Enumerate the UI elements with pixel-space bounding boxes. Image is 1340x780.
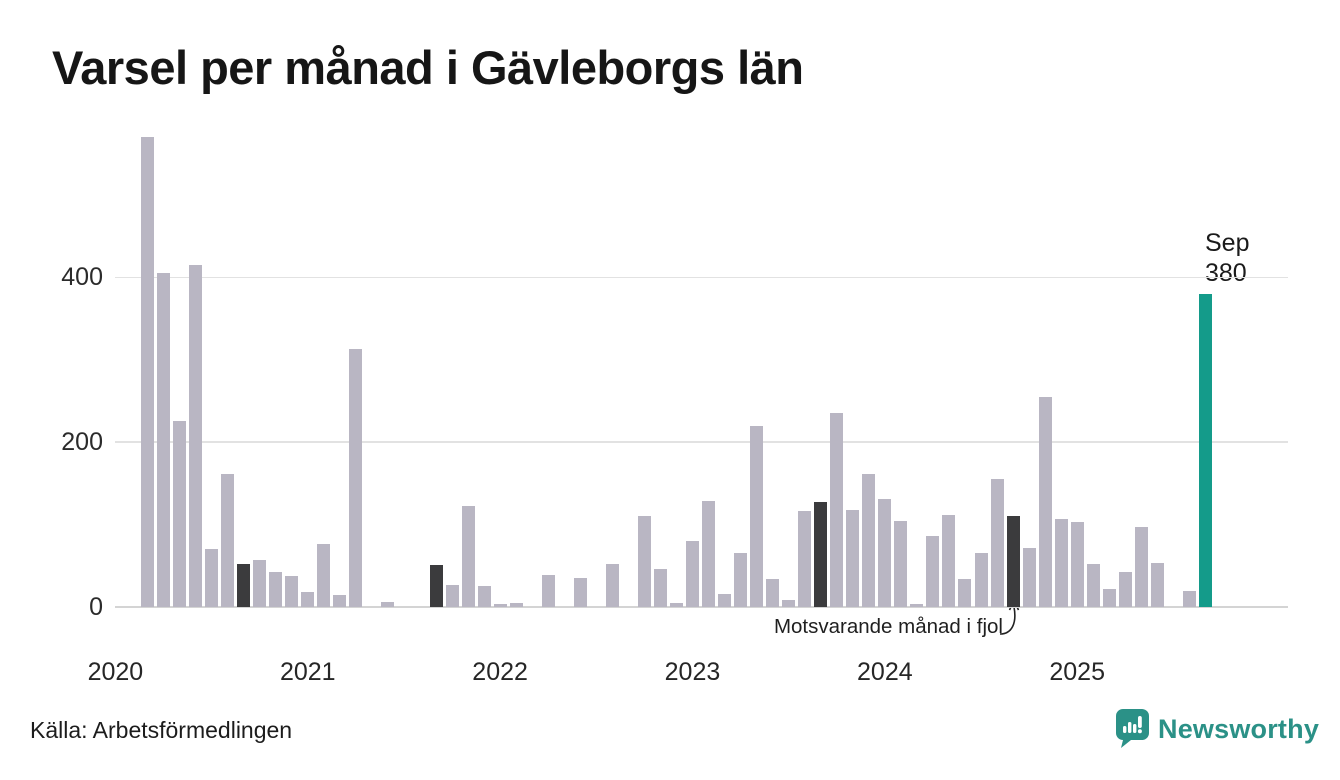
bar-2024-03: [910, 603, 924, 607]
newsworthy-logo: Newsworthy: [1116, 709, 1319, 749]
bar-2025-02: [1086, 564, 1100, 607]
bar-2020-09: [237, 564, 251, 607]
bar-2022-12: [669, 602, 683, 607]
y-tick-400: 400: [61, 263, 103, 292]
newsworthy-wordmark: Newsworthy: [1158, 713, 1320, 744]
bar-2025-09: [1198, 293, 1212, 607]
bar-2022-11: [653, 569, 667, 607]
bar-2020-05: [173, 420, 187, 607]
annotation-label: Motsvarande månad i fjol: [773, 615, 1003, 638]
bar-2020-07: [205, 549, 219, 607]
x-tick-2020: 2020: [87, 658, 144, 686]
x-tick-2022: 2022: [472, 658, 528, 686]
bar-2024-11: [1038, 396, 1052, 607]
bar-2025-03: [1102, 588, 1116, 607]
bar-2020-06: [189, 265, 203, 607]
y-tick-200: 200: [61, 428, 103, 457]
current-month-label: Sep 380: [1205, 228, 1249, 288]
bar-2022-02: [509, 602, 523, 607]
bar-2024-04: [926, 536, 940, 607]
bar-2023-11: [846, 509, 860, 607]
bar-2023-01: [685, 541, 699, 607]
bar-2020-08: [221, 474, 235, 607]
x-tick-2021: 2021: [279, 658, 336, 686]
bar-2021-06: [381, 602, 395, 607]
bar-2024-06: [958, 578, 972, 607]
bar-2020-04: [156, 273, 170, 607]
x-tick-2025: 2025: [1049, 658, 1105, 686]
bar-2024-12: [1054, 518, 1068, 607]
bar-2025-08: [1182, 590, 1196, 607]
bar-2021-01: [301, 592, 315, 607]
x-tick-2023: 2023: [664, 658, 721, 686]
chart-title: Varsel per månad i Gävleborgs län: [52, 41, 804, 94]
bar-2021-11: [461, 505, 475, 607]
bar-2023-04: [734, 552, 748, 607]
bar-2020-12: [285, 575, 299, 607]
bar-2024-05: [942, 514, 956, 607]
bar-2020-11: [269, 571, 283, 607]
bar-2021-03: [333, 594, 347, 607]
bar-2025-01: [1070, 522, 1084, 607]
bar-2022-08: [605, 564, 619, 607]
bar-2021-09: [429, 564, 443, 607]
bar-2024-09: [1006, 516, 1020, 607]
bar-2025-04: [1118, 572, 1132, 607]
bar-2022-06: [573, 578, 587, 607]
gridline-400: [115, 276, 1288, 279]
bar-2020-10: [253, 560, 267, 607]
bar-2025-05: [1134, 527, 1148, 607]
bar-2024-01: [878, 499, 892, 607]
newsworthy-bubble-chart-icon: [1116, 709, 1149, 748]
bar-2023-03: [718, 593, 732, 607]
bar-2023-10: [830, 413, 844, 607]
bar-2024-07: [974, 552, 988, 607]
bar-2021-04: [349, 349, 363, 607]
bar-2023-06: [766, 578, 780, 607]
bar-2021-10: [445, 584, 459, 607]
bar-2025-06: [1150, 563, 1164, 607]
bar-2024-02: [894, 521, 908, 607]
bar-2020-03: [140, 137, 154, 607]
bar-2022-04: [541, 574, 555, 607]
bar-2024-10: [1022, 547, 1036, 607]
y-tick-0: 0: [89, 593, 103, 621]
bar-2023-07: [782, 599, 796, 607]
bar-2023-12: [862, 474, 876, 607]
current-month-value: 380: [1205, 259, 1247, 287]
bar-2023-08: [798, 510, 812, 607]
bar-2024-08: [990, 479, 1004, 607]
x-tick-2024: 2024: [857, 658, 913, 686]
gridline-0: [115, 606, 1288, 608]
bar-2023-09: [814, 502, 828, 607]
gridline-200: [115, 441, 1288, 443]
source-label: Källa: Arbetsförmedlingen: [30, 717, 293, 743]
bar-2021-02: [317, 544, 331, 607]
bar-2023-05: [750, 425, 764, 607]
bar-2022-01: [493, 603, 507, 607]
current-month-name: Sep: [1205, 229, 1250, 257]
bar-2022-10: [637, 516, 651, 607]
bar-2021-12: [477, 586, 491, 607]
bar-2023-02: [702, 500, 715, 607]
